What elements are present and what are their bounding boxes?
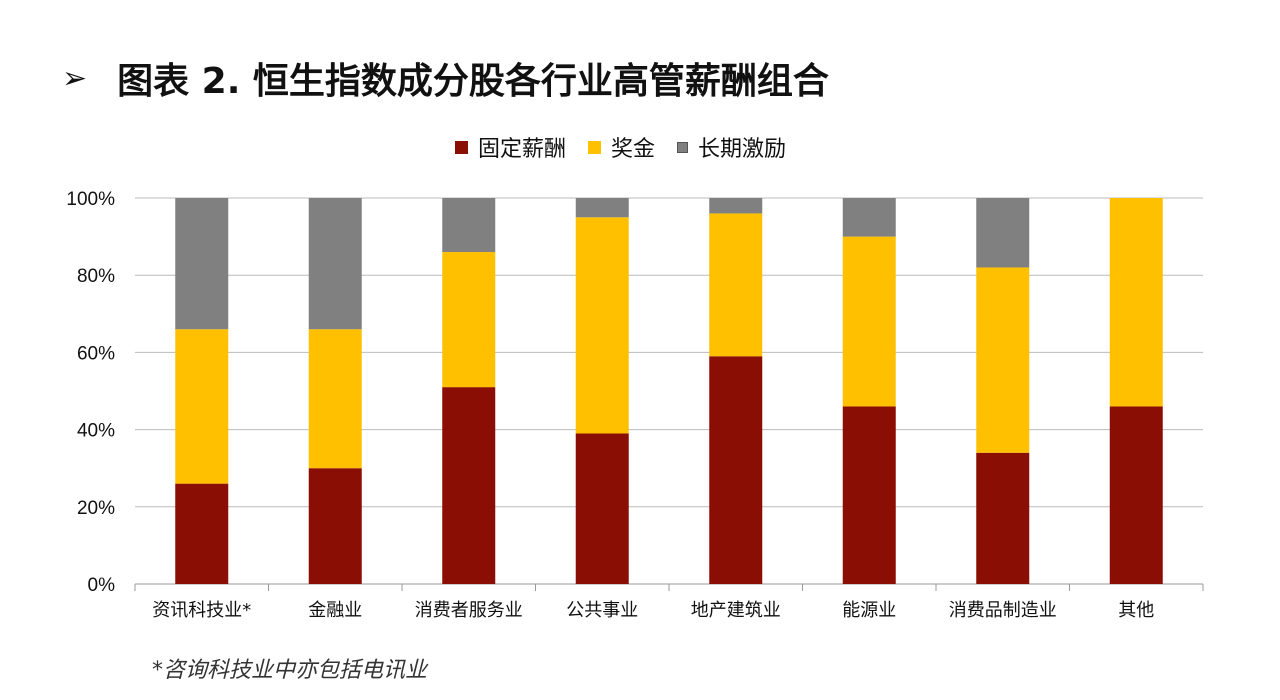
- bar-segment: [1109, 198, 1163, 407]
- bar-segment: [575, 198, 629, 218]
- bar-segment: [575, 217, 629, 434]
- y-tick-label: 80%: [77, 266, 115, 287]
- bar-segment: [442, 252, 496, 388]
- x-tick-label: 金融业: [308, 600, 362, 621]
- legend-swatch: [677, 141, 689, 153]
- y-tick-label: 20%: [77, 498, 115, 519]
- chart-title: ➢ 图表 2. 恒生指数成分股各行业高管薪酬组合: [62, 52, 829, 104]
- bar-segment: [175, 198, 229, 330]
- legend: 固定薪酬 奖金 长期激励: [455, 131, 808, 163]
- bar-segment: [709, 213, 763, 357]
- legend-label: 长期激励: [698, 137, 787, 162]
- y-tick-label: 100%: [66, 189, 115, 210]
- legend-item: 奖金: [588, 131, 655, 163]
- bar-segment: [976, 452, 1030, 584]
- x-tick-label: 地产建筑业: [691, 600, 781, 621]
- arrow-bullet-icon: ➢: [62, 60, 88, 96]
- bar-segment: [442, 387, 496, 584]
- bar-segment: [175, 483, 229, 584]
- footnote: *咨询科技业中亦包括电讯业: [152, 658, 428, 683]
- bar-segment: [1109, 406, 1163, 584]
- bar-segment: [842, 198, 896, 237]
- bar-segment: [308, 198, 362, 330]
- x-tick-label: 资讯科技业*: [152, 600, 251, 621]
- legend-item: 长期激励: [677, 131, 786, 163]
- bar-segment: [175, 329, 229, 484]
- x-tick-label: 消费者服务业: [415, 600, 523, 621]
- chart-title-text: 图表 2. 恒生指数成分股各行业高管薪酬组合: [117, 61, 829, 102]
- x-tick-label: 消费品制造业: [949, 600, 1057, 621]
- x-tick-label: 其他: [1118, 600, 1154, 621]
- bar-segment: [308, 468, 362, 584]
- legend-label: 固定薪酬: [478, 137, 567, 162]
- x-tick-label: 公共事业: [566, 600, 638, 621]
- bar-segment: [575, 433, 629, 584]
- bar-segment: [842, 236, 896, 407]
- bar-segment: [442, 198, 496, 253]
- bar-segment: [308, 329, 362, 469]
- bar-segment: [709, 198, 763, 214]
- x-tick-label: 能源业: [842, 600, 896, 621]
- bar-segment: [976, 198, 1030, 268]
- legend-label: 奖金: [611, 137, 656, 162]
- legend-item: 固定薪酬: [455, 131, 566, 163]
- y-tick-label: 0%: [88, 575, 116, 596]
- bar-segment: [842, 406, 896, 584]
- legend-swatch: [455, 140, 468, 154]
- y-tick-label: 60%: [77, 343, 115, 364]
- bar-segment: [976, 267, 1030, 453]
- bar-segment: [709, 356, 763, 584]
- legend-swatch: [588, 140, 602, 154]
- y-tick-label: 40%: [77, 421, 115, 442]
